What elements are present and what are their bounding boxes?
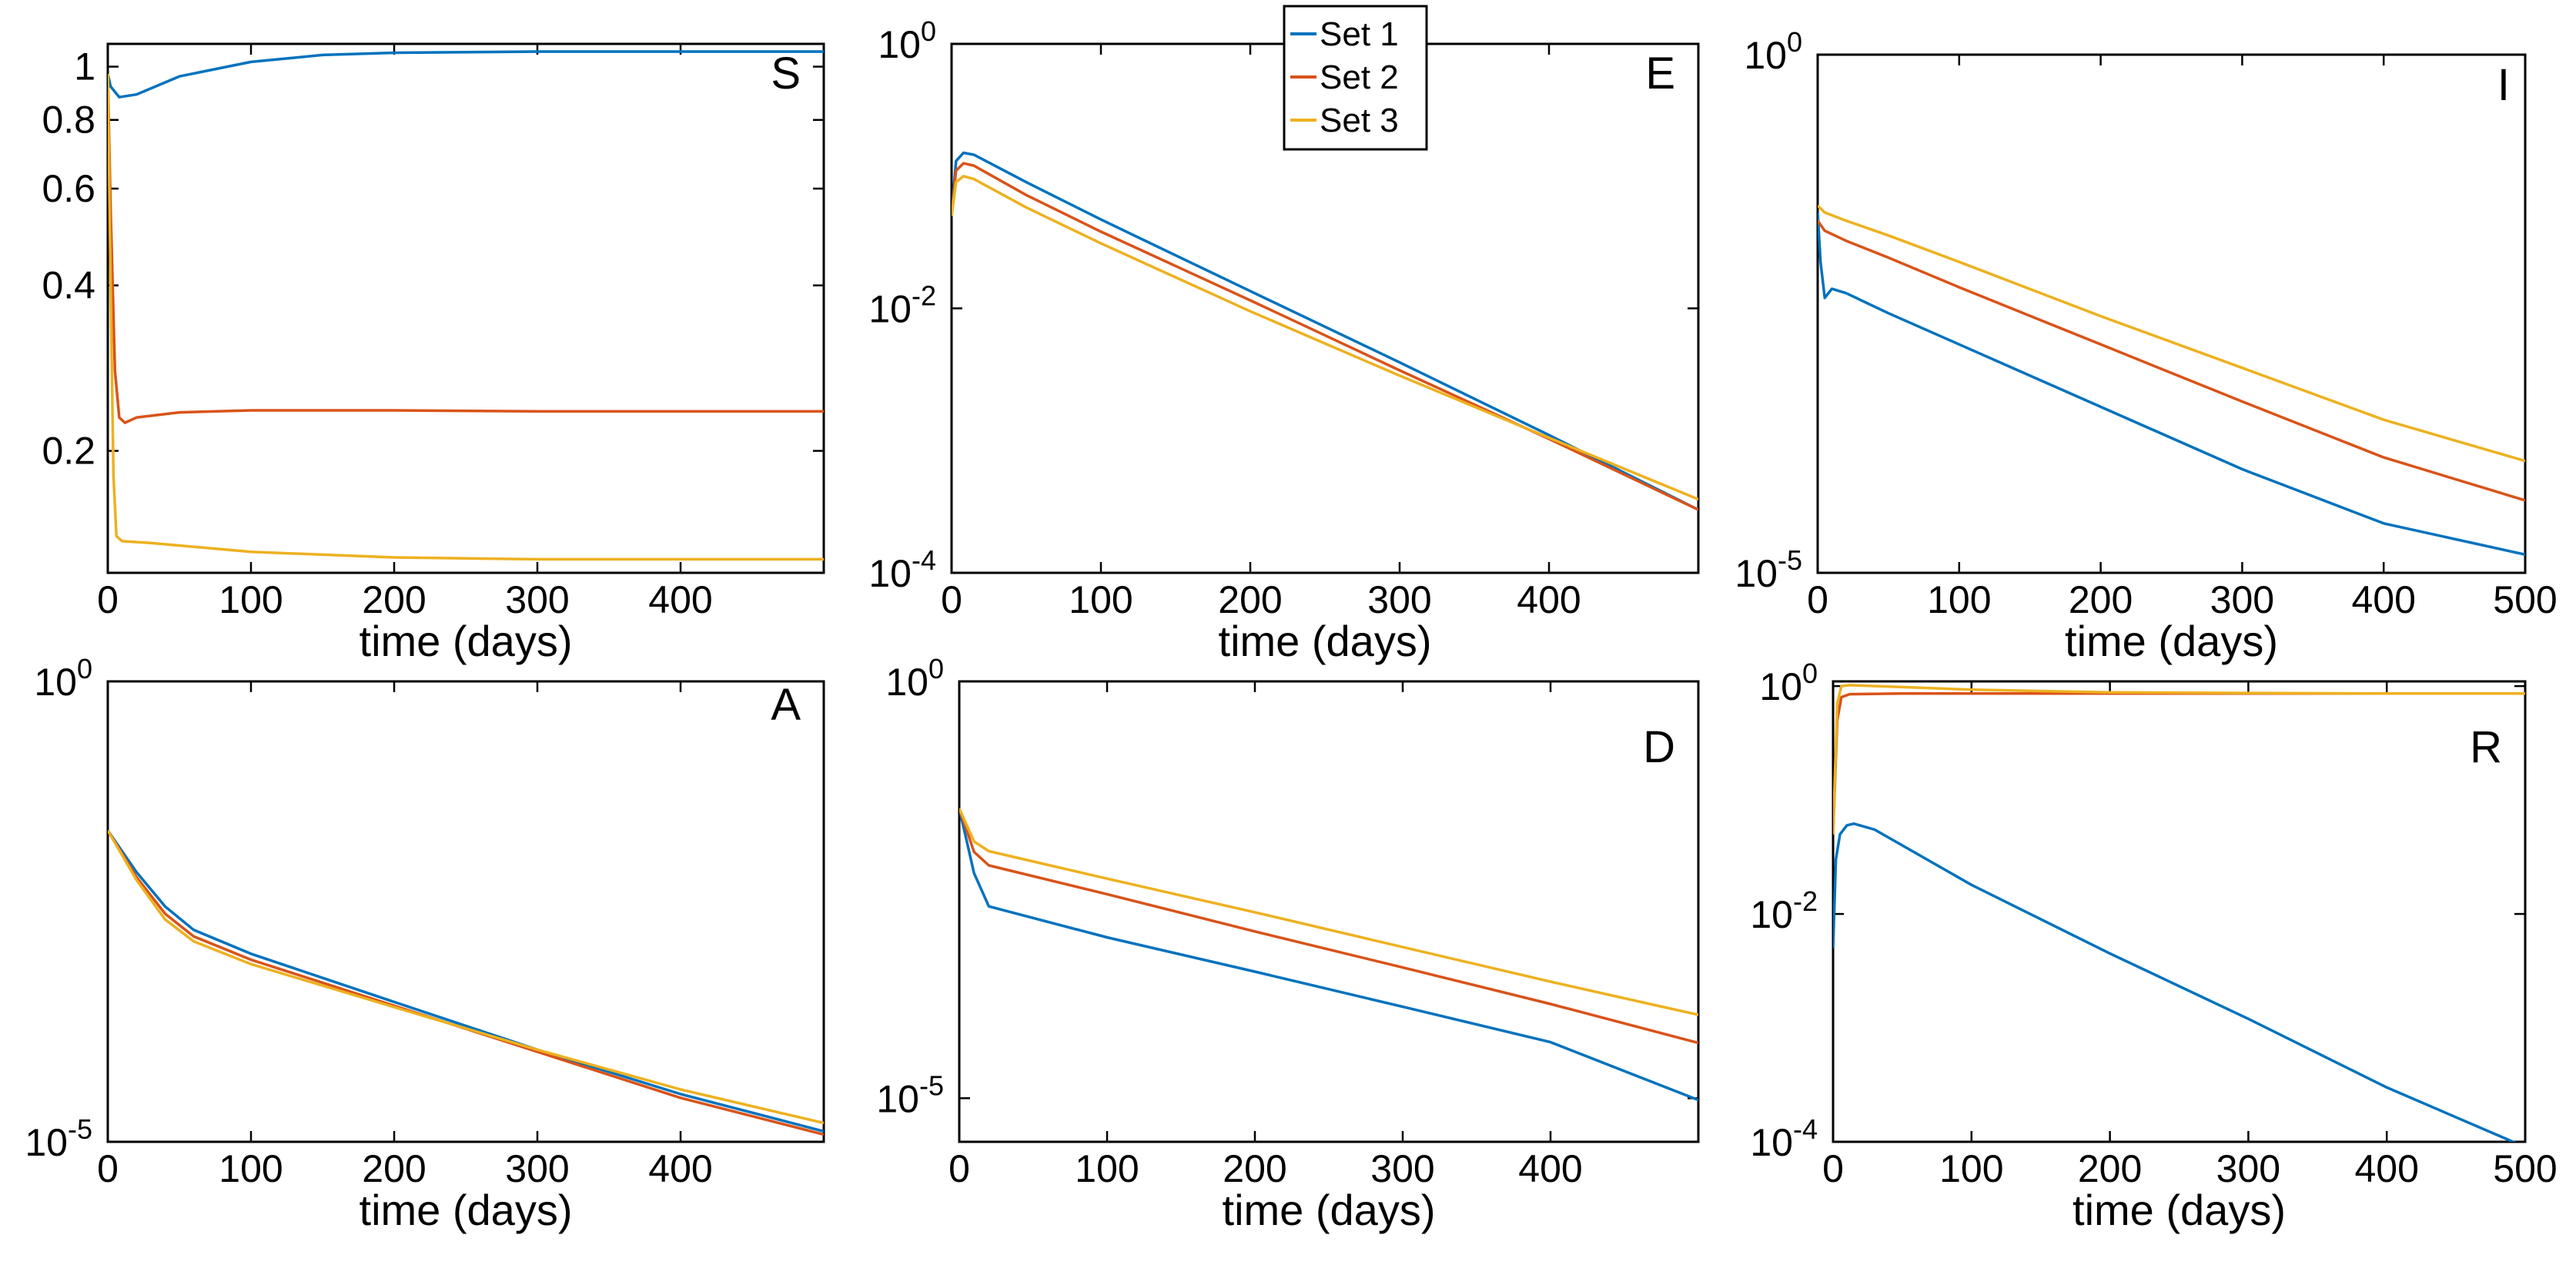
axes-box [958,680,1700,1143]
x-tick-label: 0 [1807,578,1828,621]
x-tick-label: 200 [2078,1147,2142,1190]
x-axis-label: time (days) [1223,1186,1436,1234]
y-tick-label: 10-2 [1750,885,1818,936]
panel-label: S [771,49,801,99]
panel-D: 0 100 200 300 400 100 10-5 time (days) D [876,653,1700,1234]
x-tick-label: 200 [1218,578,1282,621]
y-tick-label: 1 [74,45,95,89]
x-tick-label: 400 [2354,1147,2418,1190]
x-tick-label: 200 [2069,578,2133,621]
panel-A: 0 100 200 300 400 100 10-5 time (days) A [25,653,825,1234]
x-axis-label: time (days) [2073,1186,2286,1234]
legend-entry: Set 1 [1320,15,1399,53]
x-tick-label: 300 [2210,578,2274,621]
panel-S: 0 100 200 300 400 1 0.8 0.6 0.4 0.2 time (days) S [42,42,825,665]
x-tick-label: 100 [219,578,283,621]
x-axis-label: time (days) [360,617,573,665]
legend-entry: Set 2 [1320,59,1399,96]
x-axis-label: time (days) [360,1186,573,1234]
series-line-set-2 [108,73,824,424]
x-tick-label: 0 [941,578,962,621]
x-tick-label: 100 [219,1147,283,1190]
y-tick-label: 100 [878,15,936,66]
x-tick-label: 300 [1367,578,1431,621]
x-tick-label: 200 [362,578,426,621]
x-tick-label: 0 [97,1147,119,1190]
x-tick-label: 200 [362,1147,426,1190]
series-line-set-3 [952,175,1698,501]
x-tick-label: 100 [1069,578,1132,621]
x-tick-label: 300 [505,578,569,621]
x-axis-label: time (days) [2065,617,2278,665]
y-tick-label: 10-4 [1750,1113,1818,1164]
series-line-set-1 [952,151,1698,511]
y-tick-label: 0.2 [42,430,95,473]
y-tick-label: 0.6 [42,167,95,210]
x-tick-label: 100 [1939,1147,2003,1190]
axes-box [1832,680,2527,1143]
y-tick-label: 10-5 [25,1113,92,1164]
x-tick-label: 100 [1927,578,1991,621]
x-tick-label: 0 [948,1147,970,1190]
x-axis-label: time (days) [1219,617,1432,665]
y-tick-label: 100 [1759,658,1818,708]
legend-entry: Set 3 [1320,102,1399,139]
x-tick-label: 0 [1822,1147,1844,1190]
x-tick-label: 0 [97,578,119,621]
panel-R: 0 100 200 300 400 500 100 10-2 10-4 time (days) R [1750,658,2557,1234]
panel-label: I [2497,60,2510,110]
panel-label: E [1645,49,1675,99]
series-line-set-2 [959,808,1698,1045]
y-tick-label: 0.4 [42,264,95,307]
panel-label: D [1643,722,1675,772]
x-tick-label: 400 [648,578,712,621]
series-line-set-1 [108,829,824,1133]
series-line-set-2 [952,162,1698,511]
series-line-set-1 [959,808,1698,1102]
series-line-set-3 [959,808,1698,1016]
x-tick-label: 300 [1370,1147,1434,1190]
series-line-set-2 [1833,692,2525,835]
series-line-set-1 [1818,212,2525,557]
series-line-set-1 [1833,822,2517,1142]
x-tick-label: 200 [1223,1147,1286,1190]
panel-I: 0 100 200 300 400 500 100 10-5 time (days) I [1735,26,2557,665]
series-line-set-1 [108,50,824,99]
y-tick-label: 10-4 [868,544,936,595]
x-tick-label: 300 [2216,1147,2280,1190]
y-tick-label: 0.8 [42,99,95,142]
y-tick-label: 10-5 [876,1069,944,1120]
x-tick-label: 400 [1517,578,1581,621]
series-line-set-2 [108,829,824,1136]
series-line-set-3 [1818,204,2525,463]
axes-box [106,680,825,1143]
panel-label: A [771,680,801,730]
y-tick-label: 100 [34,653,92,704]
panel-label: R [2470,722,2502,772]
series-line-set-2 [1818,219,2525,502]
axes-box [1816,53,2527,574]
x-tick-label: 500 [2493,1147,2557,1190]
y-tick-label: 100 [1744,26,1802,77]
series-line-set-3 [108,73,824,561]
panel-E: 0 100 200 300 400 100 10-2 10-4 time (days) E [868,15,1700,665]
series-line-set-3 [1833,684,2525,835]
x-tick-label: 400 [1518,1147,1582,1190]
x-tick-label: 100 [1075,1147,1139,1190]
y-tick-label: 100 [885,653,944,704]
legend: Set 1 Set 2 Set 3 [1283,5,1428,151]
axes-box [106,42,825,574]
x-tick-label: 400 [2351,578,2415,621]
y-tick-label: 10-5 [1735,544,1802,595]
x-tick-label: 500 [2493,578,2557,621]
x-tick-label: 400 [648,1147,712,1190]
series-line-set-3 [108,829,824,1125]
y-tick-label: 10-2 [868,280,936,331]
x-tick-label: 300 [505,1147,569,1190]
